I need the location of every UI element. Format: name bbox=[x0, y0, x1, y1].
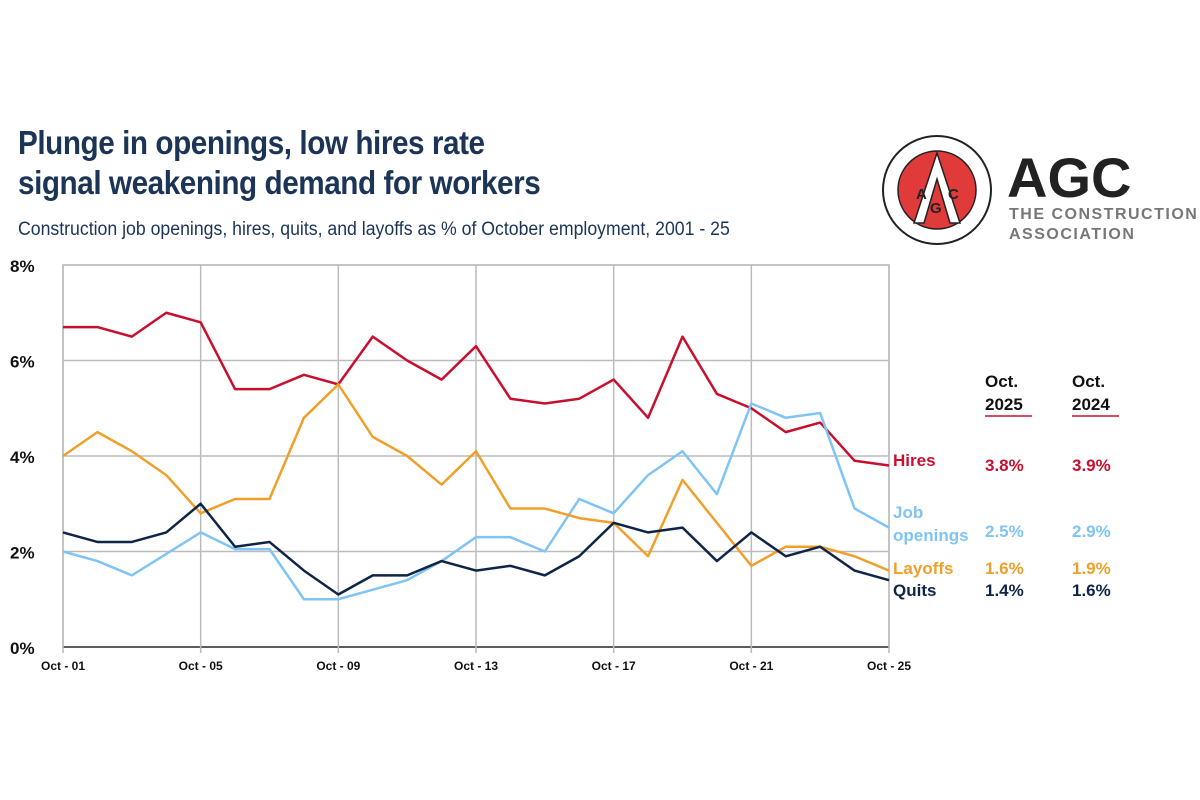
table-col2-line1: Oct. bbox=[1072, 372, 1105, 391]
svg-text:C: C bbox=[948, 186, 959, 203]
logo-tagline-2: ASSOCIATION bbox=[1009, 226, 1135, 243]
chart-title-line-2: signal weakening demand for workers bbox=[18, 164, 541, 201]
svg-text:A: A bbox=[916, 186, 927, 203]
value-oct-2025: 1.4% bbox=[985, 581, 1024, 600]
series-label: Quits bbox=[893, 581, 936, 600]
table-col2-line2: 2024 bbox=[1072, 395, 1110, 414]
x-tick-label: Oct - 13 bbox=[454, 659, 498, 673]
series-line-hires bbox=[63, 311, 890, 467]
value-oct-2024: 1.9% bbox=[1072, 559, 1111, 578]
y-tick-label: 6% bbox=[10, 353, 35, 372]
series-line-job-openings bbox=[62, 402, 890, 601]
logo-wordmark: AGC bbox=[1007, 146, 1131, 209]
table-col1-line2: 2025 bbox=[985, 395, 1023, 414]
y-tick-label: 4% bbox=[10, 448, 35, 467]
y-tick-label: 0% bbox=[10, 639, 35, 658]
value-oct-2025: 2.5% bbox=[985, 522, 1024, 541]
value-oct-2024: 1.6% bbox=[1072, 581, 1111, 600]
table-col1-line1: Oct. bbox=[985, 372, 1018, 391]
x-tick-label: Oct - 09 bbox=[316, 659, 360, 673]
value-oct-2025: 1.6% bbox=[985, 559, 1024, 578]
value-oct-2024: 3.9% bbox=[1072, 456, 1111, 475]
x-tick-label: Oct - 21 bbox=[729, 659, 773, 673]
chart-subtitle: Construction job openings, hires, quits,… bbox=[18, 219, 730, 240]
series-line-quits bbox=[62, 502, 890, 596]
x-tick-label: Oct - 01 bbox=[41, 659, 85, 673]
x-tick-label: Oct - 05 bbox=[179, 659, 223, 673]
y-tick-label: 8% bbox=[10, 257, 35, 276]
series-label: Job bbox=[893, 503, 923, 522]
chart-title-line-1: Plunge in openings, low hires rate bbox=[18, 124, 485, 161]
value-oct-2025: 3.8% bbox=[985, 456, 1024, 475]
plot-frame bbox=[62, 264, 890, 648]
agc-logo: A G C AGC THE CONSTRUCTION ASSOCIATION bbox=[882, 135, 1198, 245]
x-tick-label: Oct - 17 bbox=[592, 659, 636, 673]
svg-text:G: G bbox=[930, 200, 942, 217]
logo-tagline-1: THE CONSTRUCTION bbox=[1009, 206, 1198, 223]
y-tick-label: 2% bbox=[10, 544, 35, 563]
series-label: Layoffs bbox=[893, 559, 953, 578]
series-label: Hires bbox=[893, 451, 936, 470]
value-oct-2024: 2.9% bbox=[1072, 522, 1111, 541]
series-label: openings bbox=[893, 526, 969, 545]
x-tick-label: Oct - 25 bbox=[867, 659, 911, 673]
series-line-layoffs bbox=[62, 383, 890, 572]
